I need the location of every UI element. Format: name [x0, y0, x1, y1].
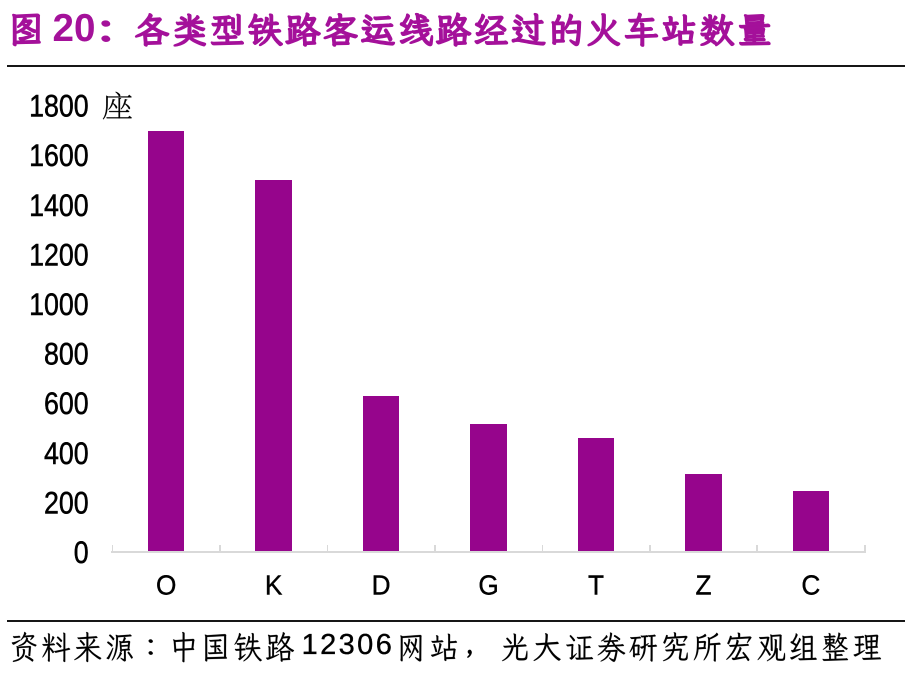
svg-text:0: 0: [74, 536, 89, 570]
svg-text:1800: 1800: [29, 90, 89, 124]
svg-text:1600: 1600: [29, 139, 89, 173]
svg-text:1000: 1000: [29, 288, 89, 322]
svg-text:600: 600: [44, 387, 89, 421]
svg-text:D: D: [372, 569, 391, 601]
svg-text:Z: Z: [695, 569, 711, 601]
svg-text:C: C: [801, 569, 820, 601]
svg-text:G: G: [478, 569, 498, 601]
svg-text:200: 200: [44, 486, 89, 520]
svg-text:400: 400: [44, 437, 89, 471]
svg-text:O: O: [156, 569, 176, 601]
svg-text:1400: 1400: [29, 189, 89, 223]
svg-text:1200: 1200: [29, 238, 89, 272]
svg-text:K: K: [265, 569, 282, 601]
svg-text:800: 800: [44, 338, 89, 372]
svg-text:T: T: [588, 569, 604, 601]
svg-text:20: 20: [53, 7, 96, 50]
svg-text:12306: 12306: [302, 629, 395, 661]
